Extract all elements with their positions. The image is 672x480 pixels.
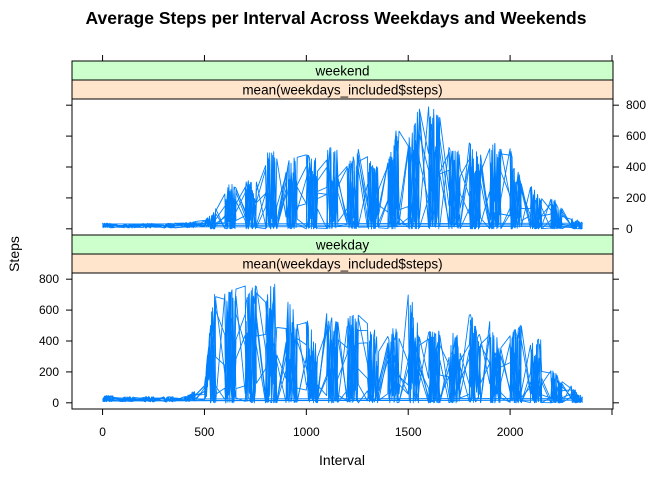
y-axis-title: Steps bbox=[6, 236, 22, 272]
y-tick-label-weekend-400: 400 bbox=[626, 160, 646, 174]
chart-title: Average Steps per Interval Across Weekda… bbox=[86, 8, 587, 28]
steps-baseline-segment-weekend-1 bbox=[102, 225, 583, 228]
variable-strip-label-weekend: mean(weekdays_included$steps) bbox=[242, 83, 442, 98]
series-weekday-steps bbox=[102, 283, 583, 404]
x-tick-label-0: 0 bbox=[99, 425, 106, 439]
series-weekend-steps bbox=[102, 106, 583, 230]
axis-ticks-weekend: 0 200 400 600 800 bbox=[66, 98, 646, 236]
y-tick-label-weekend-0: 0 bbox=[626, 222, 633, 236]
steps-baseline-segment-weekday-1 bbox=[102, 397, 583, 400]
y-tick-label-weekday-200: 200 bbox=[39, 365, 59, 379]
x-axis-title: Interval bbox=[319, 452, 365, 468]
panel-weekend: weekend mean(weekdays_included$steps) 0 2… bbox=[66, 60, 646, 236]
panel-weekday: weekday mean(weekdays_included$steps) 0 2… bbox=[39, 234, 619, 410]
group-strip-label-weekend: weekend bbox=[314, 64, 369, 79]
steps-line-weekend-5 bbox=[102, 106, 583, 230]
y-tick-label-weekday-600: 600 bbox=[39, 303, 59, 317]
y-tick-label-weekday-0: 0 bbox=[52, 396, 59, 410]
x-tick-label-1000: 1000 bbox=[293, 425, 320, 439]
steps-baseline-segment-weekend-2 bbox=[102, 224, 583, 226]
axis-ticks-weekday: 0 200 400 600 800 bbox=[39, 272, 619, 410]
x-axis: 0 500 1000 1500 2000 bbox=[99, 55, 613, 439]
y-tick-label-weekend-200: 200 bbox=[626, 191, 646, 205]
x-tick-label-2000: 2000 bbox=[497, 425, 524, 439]
series-lines-weekend bbox=[102, 106, 583, 230]
y-tick-label-weekday-400: 400 bbox=[39, 334, 59, 348]
x-tick-label-1500: 1500 bbox=[395, 425, 422, 439]
steps-line-weekend-7 bbox=[102, 117, 583, 230]
group-strip-label-weekday: weekday bbox=[315, 238, 370, 253]
y-tick-label-weekend-600: 600 bbox=[626, 129, 646, 143]
steps-baseline-segment-weekend-3 bbox=[102, 222, 583, 225]
x-tick-label-500: 500 bbox=[194, 425, 214, 439]
y-tick-label-weekday-800: 800 bbox=[39, 272, 59, 286]
steps-line-weekday-4 bbox=[102, 285, 583, 404]
steps-line-weekend-4 bbox=[102, 115, 583, 230]
steps-baseline-segment-weekday-3 bbox=[102, 399, 583, 402]
series-lines-weekday bbox=[102, 283, 583, 404]
variable-strip-label-weekday: mean(weekdays_included$steps) bbox=[242, 257, 442, 272]
y-tick-label-weekend-800: 800 bbox=[626, 98, 646, 112]
